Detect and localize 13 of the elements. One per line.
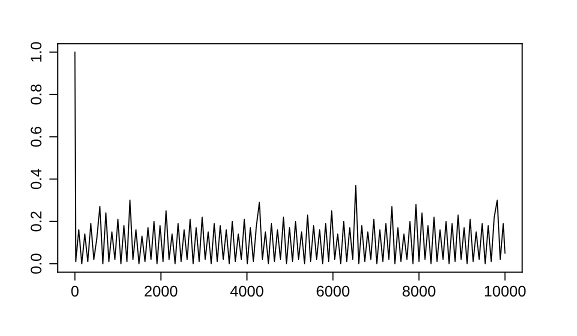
y-tick-label: 1.0 — [30, 42, 42, 62]
y-tick-label: 0.6 — [30, 126, 42, 147]
x-tick-label: 0 — [71, 286, 79, 297]
x-tick-label: 10000 — [484, 286, 526, 297]
x-tick-label: 8000 — [402, 286, 436, 297]
x-tick-label: 2000 — [144, 286, 178, 297]
y-tick-label: 0.2 — [30, 212, 42, 232]
line-series — [74, 52, 506, 264]
x-tick-label: 4000 — [230, 286, 264, 297]
y-tick-label: 0.0 — [30, 254, 42, 274]
y-tick-label: 0.8 — [30, 84, 42, 104]
x-tick-label: 6000 — [316, 286, 350, 297]
y-tick-label: 0.4 — [30, 168, 42, 190]
